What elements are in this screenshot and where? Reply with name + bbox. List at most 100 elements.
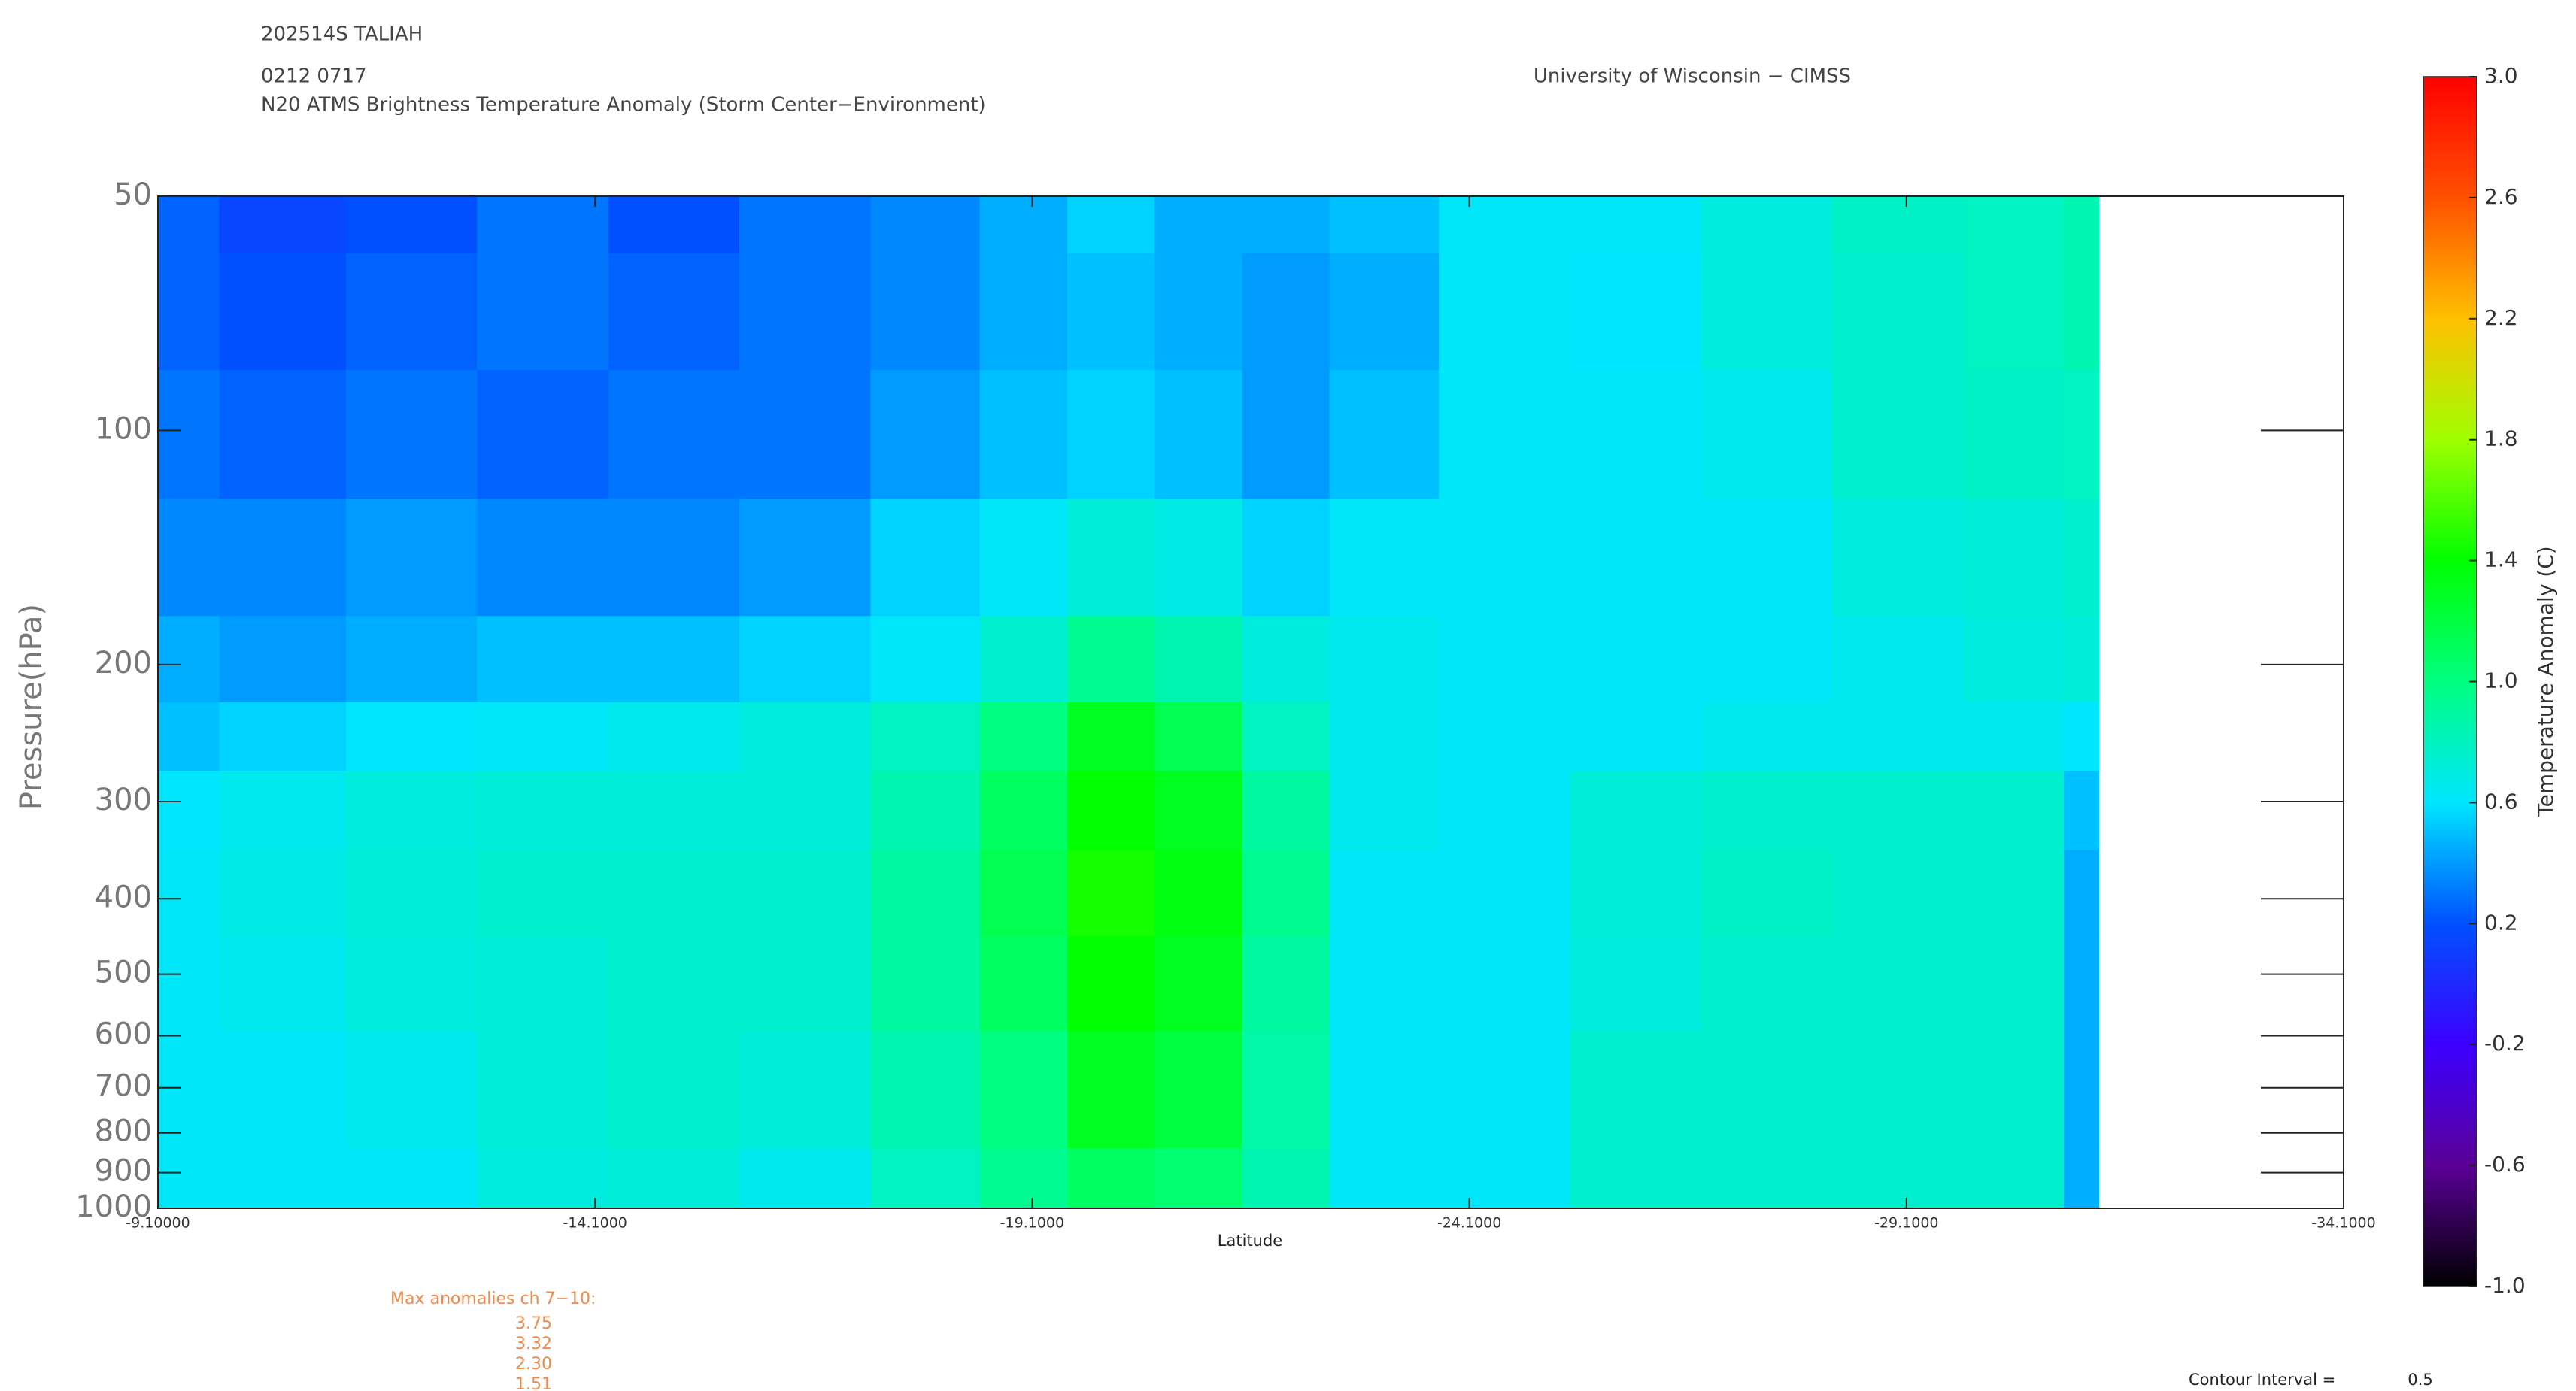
heatmap-cell xyxy=(739,196,871,254)
heatmap-cell xyxy=(979,1147,1068,1209)
heatmap-cell xyxy=(1831,196,1964,254)
heatmap-cell xyxy=(739,253,871,371)
heatmap-cell xyxy=(345,196,478,254)
heatmap-cell xyxy=(1242,196,1330,254)
colorbar-tick-label: -0.2 xyxy=(2484,1031,2526,1056)
heatmap-cell xyxy=(2064,253,2100,371)
heatmap-cell xyxy=(477,1147,609,1209)
heatmap-cell xyxy=(477,771,609,851)
heatmap-cell xyxy=(1154,370,1242,500)
heatmap-cell xyxy=(1963,936,2065,1032)
heatmap-cell xyxy=(1329,771,1440,851)
y-tick-label: 200 xyxy=(95,646,152,680)
heatmap-cell xyxy=(870,936,981,1032)
y-tick-label: 50 xyxy=(114,177,152,212)
heatmap-cell xyxy=(979,850,1068,938)
heatmap-cell xyxy=(477,253,609,371)
heatmap-cell xyxy=(1701,196,1833,254)
heatmap-cell xyxy=(1701,702,1833,771)
heatmap-cell xyxy=(1329,1147,1440,1209)
heatmap-cell xyxy=(1831,936,1964,1032)
heatmap-cell xyxy=(219,1031,347,1149)
heatmap-cell xyxy=(1067,196,1155,254)
heatmap-cell xyxy=(345,499,478,617)
heatmap-cell xyxy=(1242,1147,1330,1209)
y-tick-label: 800 xyxy=(95,1114,152,1149)
x-tick-label: -29.1000 xyxy=(1874,1215,1938,1232)
heatmap-cell xyxy=(1570,499,1702,617)
x-tick-label: -24.1000 xyxy=(1437,1215,1501,1232)
y-tick-label: 400 xyxy=(95,880,152,914)
heatmap-cell xyxy=(2064,499,2100,617)
heatmap-cell xyxy=(1570,616,1702,703)
heatmap-cell xyxy=(345,936,478,1032)
heatmap-cell xyxy=(979,616,1068,703)
heatmap-cell xyxy=(1329,499,1440,617)
heatmap-cell xyxy=(1438,1031,1570,1149)
heatmap-cell xyxy=(158,771,220,851)
heatmap-cell xyxy=(1242,936,1330,1032)
heatmap-cell xyxy=(1154,253,1242,371)
heatmap-cell xyxy=(1963,499,2065,617)
heatmap-cell xyxy=(739,771,871,851)
heatmap-cell xyxy=(1963,702,2065,771)
colorbar-tick-label: 1.4 xyxy=(2484,547,2518,572)
max-anomaly-value: 2.30 xyxy=(515,1355,552,1374)
heatmap-cell xyxy=(608,936,740,1032)
heatmap-cell xyxy=(158,499,220,617)
heatmap-cell xyxy=(1438,196,1570,254)
heatmap-cell xyxy=(1701,1031,1833,1149)
y-tick-label: 300 xyxy=(95,783,152,817)
heatmap-cell xyxy=(158,850,220,938)
heatmap-cell xyxy=(1242,370,1330,500)
heatmap-cell xyxy=(158,936,220,1032)
heatmap-cell xyxy=(158,1031,220,1149)
heatmap-cell xyxy=(739,370,871,500)
heatmap-cell xyxy=(1329,253,1440,371)
y-tick-label: 500 xyxy=(95,956,152,990)
heatmap-cell xyxy=(345,1031,478,1149)
heatmap-cell xyxy=(1154,771,1242,851)
heatmap-cell xyxy=(608,702,740,771)
heatmap-cell xyxy=(1154,616,1242,703)
heatmap-cell xyxy=(1438,1147,1570,1209)
colorbar-tick-label: 1.8 xyxy=(2484,426,2518,451)
heatmap-cell xyxy=(1570,936,1702,1032)
heatmap-cell xyxy=(1570,196,1702,254)
heatmap-cell xyxy=(979,1031,1068,1149)
heatmap-cell xyxy=(1067,771,1155,851)
heatmap-cell xyxy=(219,253,347,371)
heatmap-cell xyxy=(739,702,871,771)
heatmap-cell xyxy=(1831,370,1964,500)
heatmap-cell xyxy=(1067,1031,1155,1149)
heatmap-cell xyxy=(477,702,609,771)
max-anomaly-value: 3.75 xyxy=(515,1314,552,1333)
heatmap-cell xyxy=(1963,196,2065,254)
heatmap-cell xyxy=(1831,850,1964,938)
heatmap-cell xyxy=(870,253,981,371)
heatmap-cell xyxy=(1701,616,1833,703)
heatmap-cell xyxy=(1242,616,1330,703)
heatmap-cell xyxy=(870,850,981,938)
heatmap-cell xyxy=(1831,1147,1964,1209)
heatmap-cell xyxy=(477,499,609,617)
heatmap-cell xyxy=(979,936,1068,1032)
heatmap-cell xyxy=(608,850,740,938)
heatmap-cell xyxy=(979,370,1068,500)
heatmap-cell xyxy=(1242,850,1330,938)
heatmap-cell xyxy=(1438,370,1570,500)
heatmap-cell xyxy=(1242,499,1330,617)
heatmap-cell xyxy=(1570,1147,1702,1209)
heatmap-cell xyxy=(2064,771,2100,851)
colorbar-tick-label: 0.2 xyxy=(2484,910,2518,935)
heatmap-cell xyxy=(1570,253,1702,371)
heatmap-cells xyxy=(158,196,2100,1209)
colorbar xyxy=(2423,76,2477,1287)
heatmap-cell xyxy=(345,253,478,371)
heatmap-cell xyxy=(1570,771,1702,851)
heatmap-cell xyxy=(608,771,740,851)
heatmap-cell xyxy=(219,1147,347,1209)
heatmap-cell xyxy=(1701,936,1833,1032)
heatmap-cell xyxy=(739,936,871,1032)
